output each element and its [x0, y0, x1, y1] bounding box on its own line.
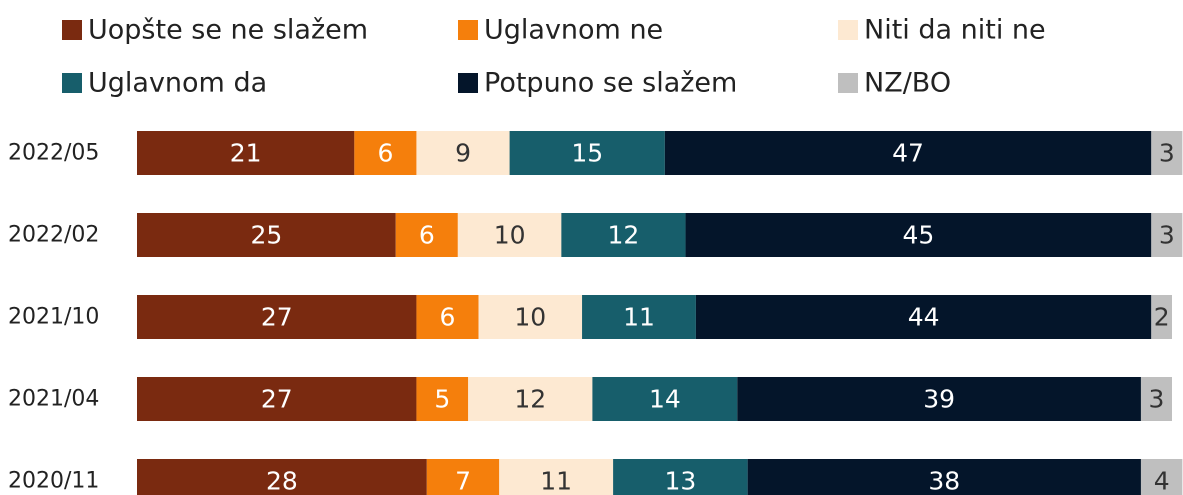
value-label: 38 — [928, 467, 960, 495]
legend-label: NZ/BO — [864, 68, 951, 99]
bar-segment — [747, 459, 1141, 495]
bar-segment — [613, 459, 748, 495]
value-label: 15 — [571, 139, 603, 168]
bar-segment — [416, 131, 510, 175]
value-label: 27 — [261, 385, 293, 414]
value-label: 9 — [455, 139, 471, 168]
value-label: 3 — [1149, 385, 1165, 414]
value-label: 47 — [892, 139, 924, 168]
bar-segment — [426, 459, 500, 495]
value-label: 6 — [377, 139, 393, 168]
bar-segment — [137, 131, 355, 175]
bar-segment — [737, 377, 1141, 421]
bar-segment — [695, 295, 1152, 339]
value-label: 45 — [903, 221, 935, 250]
category-label: 2022/02 — [8, 223, 99, 248]
legend-swatch — [458, 73, 478, 93]
category-label: 2021/10 — [8, 305, 99, 330]
bar-segment — [137, 295, 417, 339]
value-label: 39 — [923, 385, 955, 414]
bar-segment — [137, 213, 396, 257]
bar-segment — [664, 131, 1152, 175]
legend-label: Potpuno se slažem — [484, 68, 737, 99]
legend-label: Uglavnom da — [88, 68, 267, 99]
value-label: 3 — [1159, 139, 1175, 168]
bar-segment — [592, 377, 738, 421]
value-label: 44 — [908, 303, 940, 332]
value-label: 21 — [230, 139, 262, 168]
value-label: 27 — [261, 303, 293, 332]
plot: Uopšte se ne slažem Uglavnom ne Niti da ni… — [8, 15, 1183, 495]
value-label: 10 — [494, 221, 526, 250]
bar-segment — [468, 377, 593, 421]
legend-label: Niti da niti ne — [864, 15, 1046, 46]
value-label: 11 — [623, 303, 655, 332]
value-label: 6 — [440, 303, 456, 332]
legend-swatch — [458, 20, 478, 40]
bar-segment — [1140, 459, 1183, 495]
bar-segment — [582, 295, 696, 339]
bar-segment — [1151, 213, 1183, 257]
legend-swatch — [62, 73, 82, 93]
value-label: 3 — [1159, 221, 1175, 250]
value-label: 25 — [250, 221, 282, 250]
value-label: 13 — [664, 467, 696, 495]
value-label: 11 — [540, 467, 572, 495]
value-label: 12 — [608, 221, 640, 250]
category-label: 2022/05 — [8, 141, 99, 166]
bar-segment — [685, 213, 1152, 257]
legend-swatch — [62, 20, 82, 40]
bar-segment — [1151, 131, 1183, 175]
bar-segment — [137, 459, 427, 495]
value-label: 10 — [514, 303, 546, 332]
bar-segment — [354, 131, 417, 175]
legend-swatch — [838, 73, 858, 93]
value-label: 28 — [266, 467, 298, 495]
bar-segment — [561, 213, 686, 257]
value-label: 12 — [514, 385, 546, 414]
legend-label: Uglavnom ne — [484, 15, 663, 46]
value-label: 14 — [649, 385, 681, 414]
value-label: 7 — [455, 467, 471, 495]
category-label: 2021/04 — [8, 387, 99, 412]
bar-segment — [395, 213, 458, 257]
value-label: 5 — [434, 385, 450, 414]
bar-segment — [457, 213, 562, 257]
value-label: 4 — [1154, 467, 1170, 495]
value-label: 2 — [1154, 303, 1170, 332]
value-label: 6 — [419, 221, 435, 250]
bar-segment — [1151, 295, 1172, 339]
legend-label: Uopšte se ne slažem — [88, 15, 368, 46]
bar-segment — [416, 377, 469, 421]
category-label: 2020/11 — [8, 469, 99, 494]
bar-segment — [416, 295, 479, 339]
bar-segment — [509, 131, 665, 175]
legend-swatch — [838, 20, 858, 40]
bar-segment — [478, 295, 583, 339]
bar-segment — [137, 377, 417, 421]
bar-segment — [499, 459, 614, 495]
bar-segment — [1140, 377, 1172, 421]
